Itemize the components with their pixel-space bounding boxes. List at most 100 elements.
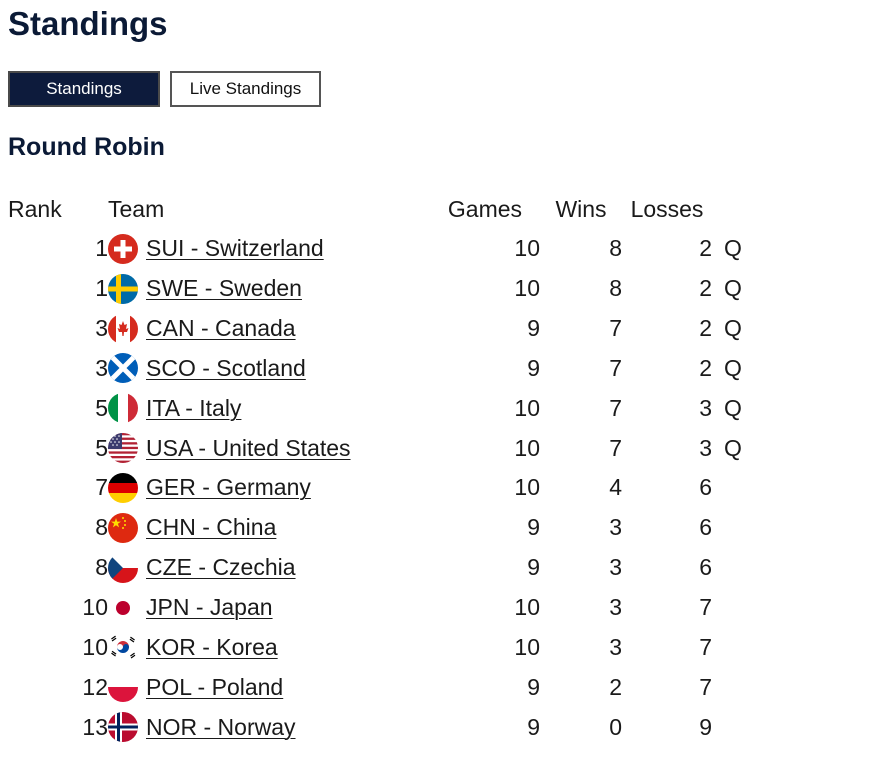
losses-cell: 7 <box>699 673 712 700</box>
wins-cell: 3 <box>609 633 622 660</box>
standings-tabs: Standings Live Standings <box>8 71 321 107</box>
table-row: 8 CZE - Czechia 9 3 6 <box>8 548 752 588</box>
games-cell: 10 <box>514 434 540 461</box>
table-row: 10 KOR - Korea 10 3 7 <box>8 627 752 667</box>
team-cell: CAN - Canada <box>108 309 430 349</box>
rank-cell: 10 <box>82 633 108 660</box>
team-cell: SWE - Sweden <box>108 269 430 309</box>
china-flag-icon <box>108 512 138 543</box>
standings-table: Rank Team Games Wins Losses 1 SUI - Switz… <box>8 189 752 747</box>
qualified-marker <box>712 508 752 548</box>
games-cell: 10 <box>514 633 540 660</box>
losses-cell: 6 <box>699 474 712 501</box>
team-link[interactable]: SWE - Sweden <box>146 275 302 302</box>
games-cell: 9 <box>527 514 540 541</box>
rank-cell: 3 <box>95 315 108 342</box>
italy-flag-icon <box>108 393 138 424</box>
games-cell: 9 <box>527 554 540 581</box>
rank-cell: 12 <box>82 673 108 700</box>
qualified-marker: Q <box>724 394 742 421</box>
losses-cell: 7 <box>699 633 712 660</box>
team-link[interactable]: CZE - Czechia <box>146 554 296 581</box>
games-cell: 9 <box>527 713 540 740</box>
team-cell: SUI - Switzerland <box>108 229 430 269</box>
wins-cell: 3 <box>609 554 622 581</box>
team-link[interactable]: POL - Poland <box>146 673 284 700</box>
rank-cell: 7 <box>95 474 108 501</box>
column-header-losses: Losses <box>630 195 704 222</box>
team-link[interactable]: GER - Germany <box>146 474 311 501</box>
table-row: 3 CAN - Canada 9 7 2 Q <box>8 309 752 349</box>
games-cell: 9 <box>527 673 540 700</box>
team-cell: USA - United States <box>108 428 430 468</box>
team-cell: KOR - Korea <box>108 627 430 667</box>
table-row: 1 SUI - Switzerland 10 8 2 Q <box>8 229 752 269</box>
team-link[interactable]: NOR - Norway <box>146 713 296 740</box>
wins-cell: 2 <box>609 673 622 700</box>
team-cell: CZE - Czechia <box>108 548 430 588</box>
column-header-qualified <box>712 189 752 229</box>
wins-cell: 8 <box>609 275 622 302</box>
team-cell: ITA - Italy <box>108 388 430 428</box>
wins-cell: 7 <box>609 315 622 342</box>
games-cell: 9 <box>527 354 540 381</box>
wins-cell: 4 <box>609 474 622 501</box>
czechia-flag-icon <box>108 552 138 583</box>
tab-live-standings[interactable]: Live Standings <box>170 71 321 107</box>
germany-flag-icon <box>108 472 138 503</box>
table-row: 13 NOR - Norway 9 0 9 <box>8 707 752 747</box>
table-header-row: Rank Team Games Wins Losses <box>8 189 752 229</box>
table-row: 7 GER - Germany 10 4 6 <box>8 468 752 508</box>
team-link[interactable]: USA - United States <box>146 434 351 461</box>
team-link[interactable]: ITA - Italy <box>146 394 242 421</box>
wins-cell: 7 <box>609 354 622 381</box>
scotland-flag-icon <box>108 353 138 384</box>
qualified-marker: Q <box>724 235 742 262</box>
korea-flag-icon <box>108 632 138 663</box>
games-cell: 10 <box>514 474 540 501</box>
losses-cell: 6 <box>699 514 712 541</box>
losses-cell: 2 <box>699 354 712 381</box>
page-title: Standings <box>8 5 168 42</box>
table-row: 5 USA - United States 10 7 3 Q <box>8 428 752 468</box>
wins-cell: 7 <box>609 434 622 461</box>
table-row: 12 POL - Poland 9 2 7 <box>8 667 752 707</box>
column-header-wins: Wins <box>555 195 607 222</box>
column-header-rank: Rank <box>8 195 62 222</box>
losses-cell: 3 <box>699 434 712 461</box>
games-cell: 10 <box>514 275 540 302</box>
team-link[interactable]: SUI - Switzerland <box>146 235 324 262</box>
losses-cell: 7 <box>699 594 712 621</box>
team-cell: GER - Germany <box>108 468 430 508</box>
team-link[interactable]: KOR - Korea <box>146 633 278 660</box>
qualified-marker: Q <box>724 315 742 342</box>
rank-cell: 5 <box>95 434 108 461</box>
rank-cell: 3 <box>95 354 108 381</box>
losses-cell: 3 <box>699 394 712 421</box>
rank-cell: 5 <box>95 394 108 421</box>
rank-cell: 10 <box>82 594 108 621</box>
canada-flag-icon <box>108 313 138 344</box>
usa-flag-icon <box>108 433 138 464</box>
losses-cell: 2 <box>699 275 712 302</box>
table-row: 5 ITA - Italy 10 7 3 Q <box>8 388 752 428</box>
tab-standings[interactable]: Standings <box>8 71 160 107</box>
team-link[interactable]: CAN - Canada <box>146 315 296 342</box>
team-link[interactable]: SCO - Scotland <box>146 354 306 381</box>
games-cell: 10 <box>514 594 540 621</box>
rank-cell: 8 <box>95 554 108 581</box>
team-link[interactable]: CHN - China <box>146 514 277 541</box>
qualified-marker <box>712 548 752 588</box>
column-header-team: Team <box>108 195 165 222</box>
team-cell: JPN - Japan <box>108 588 430 628</box>
team-link[interactable]: JPN - Japan <box>146 594 273 621</box>
qualified-marker: Q <box>724 354 742 381</box>
japan-flag-icon <box>108 592 138 623</box>
table-row: 10 JPN - Japan 10 3 7 <box>8 588 752 628</box>
losses-cell: 2 <box>699 235 712 262</box>
qualified-marker <box>712 468 752 508</box>
norway-flag-icon <box>108 712 138 743</box>
column-header-games: Games <box>447 195 523 222</box>
rank-cell: 8 <box>95 514 108 541</box>
games-cell: 9 <box>527 315 540 342</box>
